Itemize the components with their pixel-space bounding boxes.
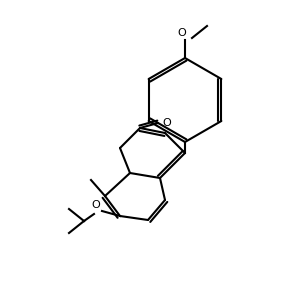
Text: O: O [177, 28, 186, 38]
Text: O: O [91, 200, 100, 210]
Text: O: O [162, 118, 171, 128]
